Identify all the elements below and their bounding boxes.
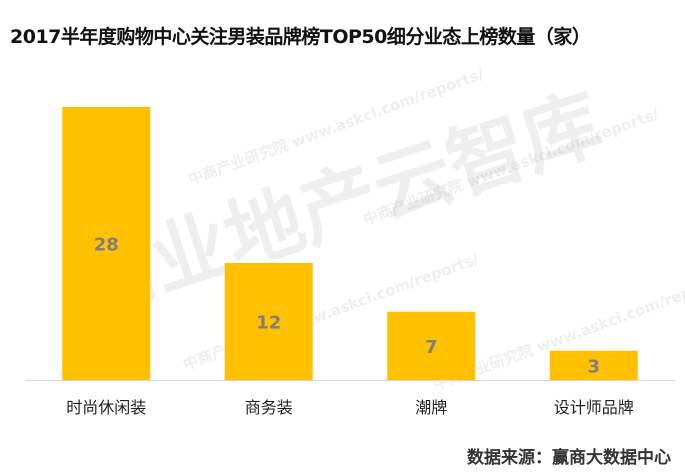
- bar-2: [387, 311, 476, 380]
- category-label: 商务装: [245, 398, 293, 417]
- chart-title: 2017半年度购物中心关注男装品牌榜TOP50细分业态上榜数量（家）: [10, 26, 591, 48]
- data-label: 7: [425, 337, 438, 358]
- bar-1: [224, 263, 313, 380]
- bar-3: [549, 350, 638, 380]
- category-label: 时尚休闲装: [66, 398, 146, 417]
- data-label: 12: [256, 313, 281, 334]
- data-label: 28: [94, 235, 119, 256]
- data-source: 数据来源：赢商大数据中心: [467, 448, 671, 468]
- bar-0: [62, 107, 151, 380]
- data-label: 3: [587, 356, 600, 377]
- category-label: 设计师品牌: [554, 398, 634, 417]
- category-label: 潮牌: [415, 398, 447, 417]
